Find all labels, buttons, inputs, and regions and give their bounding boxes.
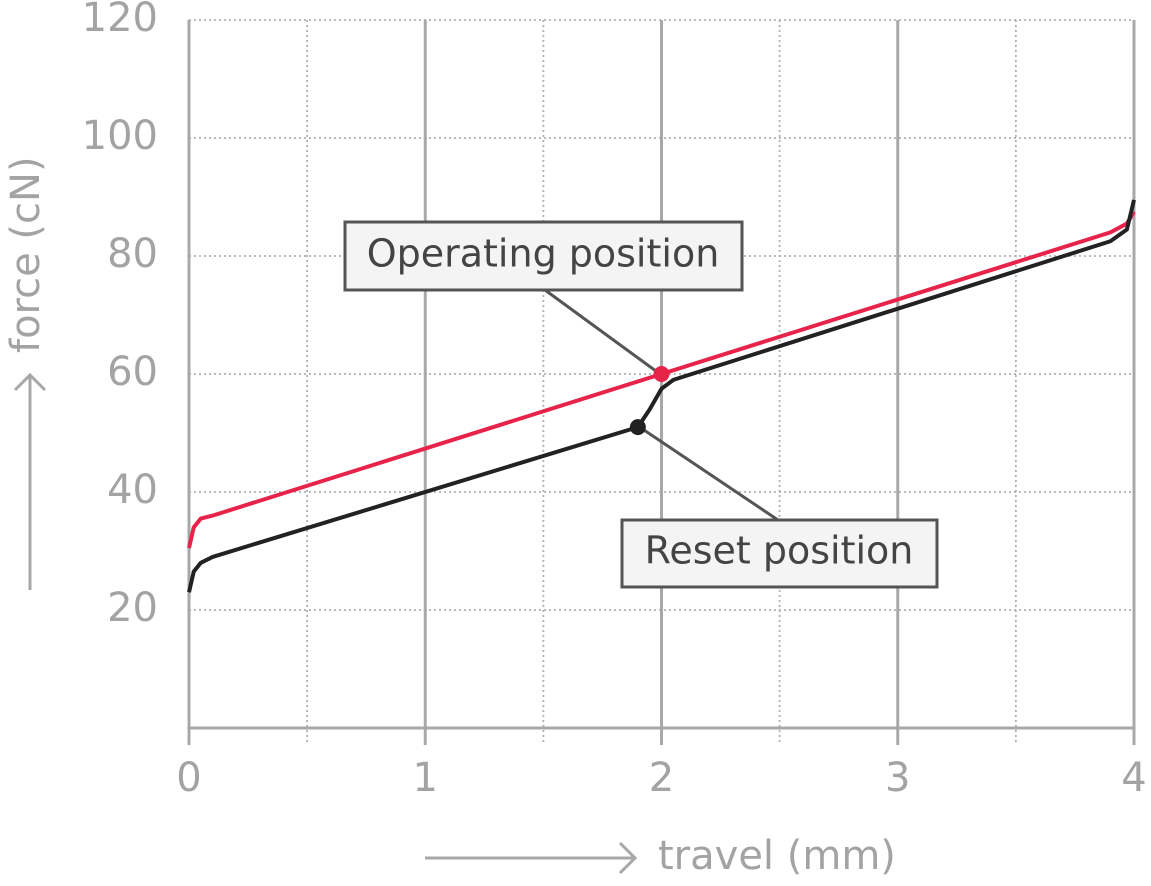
leader-line — [637, 424, 779, 522]
x-arrow — [425, 841, 638, 875]
x-axis-label: travel (mm) — [658, 833, 896, 879]
annotation-text: Operating position — [367, 232, 720, 276]
x-tick-label: 0 — [176, 755, 201, 801]
x-tick-label: 2 — [649, 755, 674, 801]
plot — [187, 199, 1136, 593]
y-tick-label: 100 — [82, 113, 158, 159]
y-axis-label: force (cN) — [3, 156, 49, 353]
y-tick-label: 80 — [107, 231, 158, 277]
y-tick-label: 40 — [107, 467, 158, 513]
x-tick-label: 1 — [413, 755, 438, 801]
series-line — [187, 210, 1136, 549]
markers — [629, 366, 670, 436]
annotation-box: Reset position — [620, 518, 939, 589]
y-tick-label: 60 — [107, 349, 158, 395]
x-tick-label: 4 — [1121, 755, 1146, 801]
annotation-point — [653, 366, 670, 382]
y-arrow — [13, 372, 47, 590]
grid — [187, 19, 1136, 745]
annotation-point — [629, 419, 646, 436]
y-tick-label: 120 — [82, 0, 158, 41]
annotation-text: Reset position — [645, 529, 914, 573]
series-line — [187, 199, 1136, 593]
y-tick-label: 20 — [107, 585, 158, 631]
leader-line — [544, 288, 661, 376]
annotation-box: Operating position — [343, 220, 744, 292]
x-tick-label: 3 — [885, 755, 910, 801]
